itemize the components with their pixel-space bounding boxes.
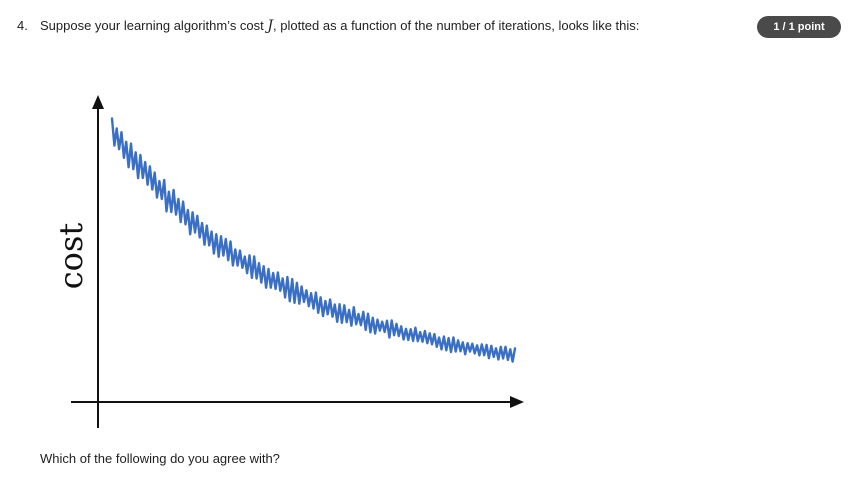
cost-series-line	[110, 117, 517, 363]
question-header: 4. Suppose your learning algorithm’s cos…	[17, 16, 845, 40]
cost-figure: cost	[40, 78, 540, 438]
question-text-after: , plotted as a function of the number of…	[273, 18, 640, 33]
question-text: Suppose your learning algorithm’s cost J…	[40, 18, 639, 34]
question-text-before: Suppose your learning algorithm’s cost	[40, 18, 268, 33]
x-axis-arrow	[510, 396, 524, 408]
follow-up-prompt: Which of the following do you agree with…	[40, 451, 280, 466]
cost-chart: cost	[52, 95, 524, 428]
y-axis-label: cost	[52, 223, 90, 290]
y-axis-arrow	[92, 95, 104, 109]
question-number: 4.	[17, 18, 28, 33]
math-symbol-j: J	[267, 18, 274, 34]
points-badge: 1 / 1 point	[757, 16, 841, 38]
